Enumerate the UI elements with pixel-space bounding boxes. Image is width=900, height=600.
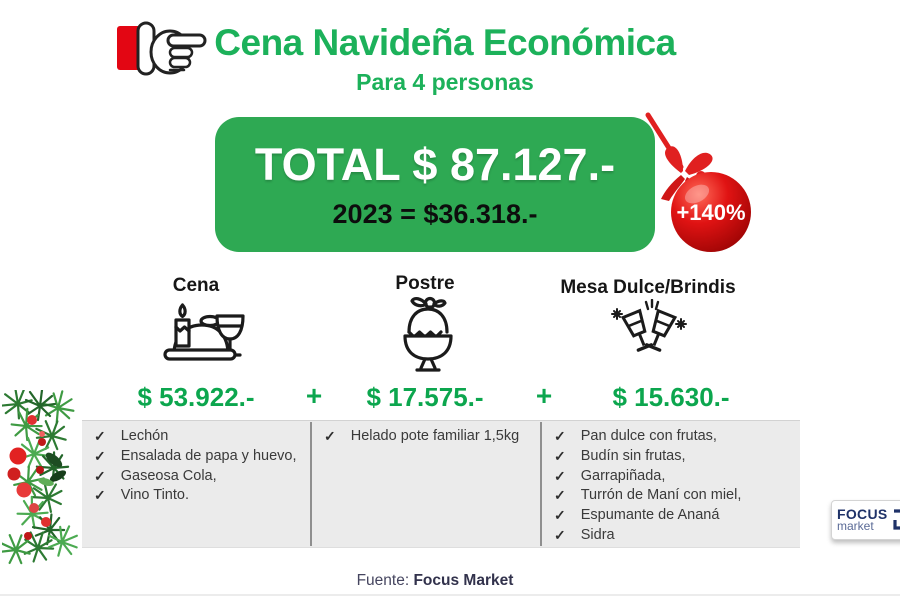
check-icon: ✓ — [554, 507, 566, 524]
logo-line1: FOCUS — [837, 505, 888, 522]
panel-divider — [540, 422, 542, 546]
total-amount: TOTAL $ 87.127.- — [254, 139, 616, 190]
check-icon: ✓ — [554, 526, 566, 543]
check-icon: ✓ — [554, 428, 566, 444]
viewfinder-icon — [892, 509, 900, 530]
check-icon: ✓ — [94, 467, 106, 484]
check-icon: ✓ — [554, 487, 566, 504]
list-item-text: Pan dulce con frutas, — [580, 428, 717, 444]
list-item-text: Sidra — [580, 526, 615, 543]
column-title-postre: Postre — [395, 273, 455, 294]
column-title-cena: Cena — [172, 275, 220, 296]
list-item: ✓ Gaseosa Cola, — [90, 467, 304, 487]
page-subtitle: Para 4 personas — [356, 69, 534, 95]
list-item-text: Vino Tinto. — [120, 487, 189, 504]
dinner-icon — [163, 303, 245, 361]
christmas-ball-icon: +140% — [645, 112, 751, 252]
items-list-postre: ✓ Helado pote familiar 1,5kg — [320, 427, 534, 447]
total-box: TOTAL $ 87.127.- 2023 = $36.318.- — [215, 117, 655, 252]
focus-market-logo: FOCUS market — [831, 500, 900, 540]
list-item-text: Budín sin frutas, — [580, 447, 686, 464]
list-item: ✓ Lechón — [90, 427, 304, 447]
increase-badge: +140% — [676, 200, 745, 225]
panel-divider — [310, 422, 312, 546]
list-item: ✓ Vino Tinto. — [90, 486, 304, 506]
pointing-hand-icon — [117, 21, 207, 76]
check-icon: ✓ — [94, 447, 106, 464]
bottom-divider — [0, 594, 900, 596]
toast-icon — [611, 299, 687, 352]
sundae-icon — [403, 296, 453, 372]
check-icon: ✓ — [94, 487, 106, 504]
price-mesa-dulce: $ 15.630.- — [612, 382, 730, 412]
plus-sign: + — [535, 380, 553, 411]
list-item-text: Garrapiñada, — [580, 467, 666, 484]
items-list-mesa-dulce: ✓ Pan dulce con frutas, ✓ Budín sin frutas,… — [550, 427, 796, 546]
plus-sign: + — [305, 380, 323, 411]
list-item-text: Helado pote familiar 1,5kg — [350, 428, 520, 444]
list-item: ✓ Budín sin frutas, — [550, 447, 796, 467]
list-item: ✓ Pan dulce con frutas, — [550, 427, 796, 447]
price-postre: $ 17.575.- — [366, 382, 484, 412]
list-item-text: Ensalada de papa y huevo, — [120, 447, 297, 464]
source-label: Fuente: — [356, 572, 410, 589]
list-item: ✓ Ensalada de papa y huevo, — [90, 447, 304, 467]
list-item: ✓ Garrapiñada, — [550, 467, 796, 487]
page-title: Cena Navideña Económica — [214, 22, 676, 63]
source-name: Focus Market — [413, 572, 514, 589]
list-item: ✓ Turrón de Maní con miel, — [550, 486, 796, 506]
check-icon: ✓ — [324, 428, 336, 444]
list-item: ✓ Helado pote familiar 1,5kg — [320, 427, 534, 447]
source-credit: Fuente: Focus Market — [285, 572, 585, 590]
price-cena: $ 53.922.- — [137, 382, 255, 412]
previous-year-amount: 2023 = $36.318.- — [332, 199, 538, 229]
check-icon: ✓ — [94, 428, 106, 444]
list-item-text: Gaseosa Cola, — [120, 467, 217, 484]
list-item-text: Turrón de Maní con miel, — [580, 487, 742, 504]
items-list-cena: ✓ Lechón ✓ Ensalada de papa y huevo, ✓ Gaseos… — [90, 427, 304, 506]
list-item-text: Lechón — [120, 428, 169, 444]
check-icon: ✓ — [554, 447, 566, 464]
column-title-mesa-dulce: Mesa Dulce/Brindis — [560, 277, 736, 298]
logo-line2: market — [837, 518, 874, 533]
list-item: ✓ Sidra — [550, 526, 796, 546]
garland-icon — [2, 390, 80, 568]
list-item-text: Espumante de Ananá — [580, 507, 720, 524]
check-icon: ✓ — [554, 467, 566, 484]
list-item: ✓ Espumante de Ananá — [550, 506, 796, 526]
items-panel — [82, 420, 800, 548]
